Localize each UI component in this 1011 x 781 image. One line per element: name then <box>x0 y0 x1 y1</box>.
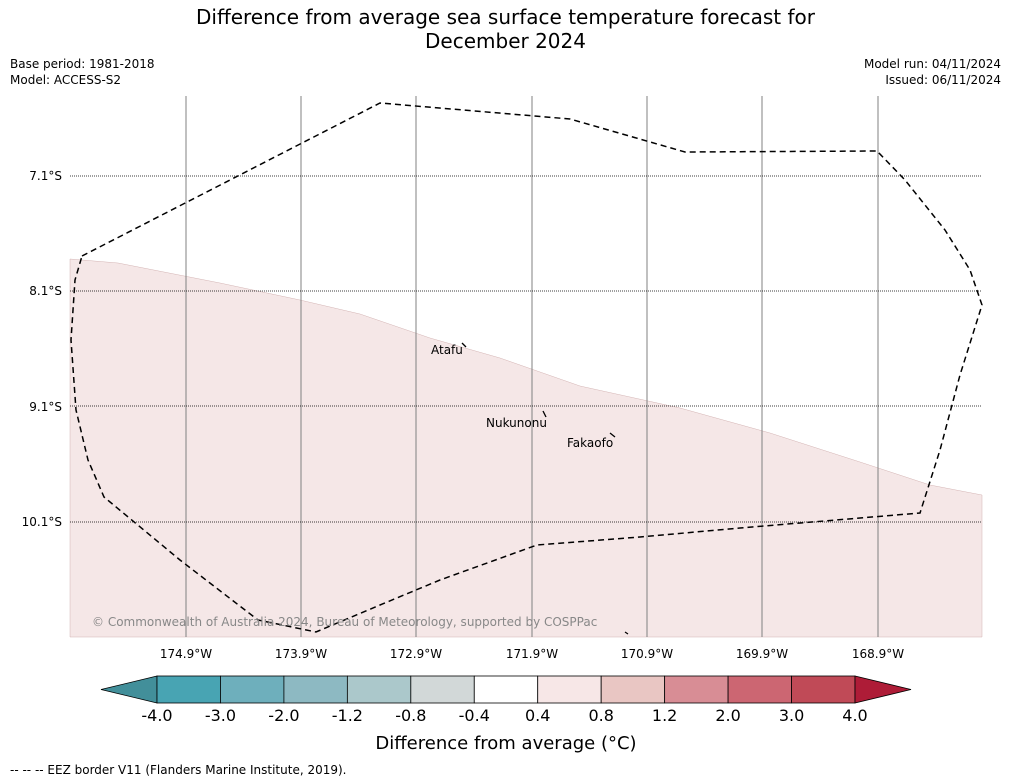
lon-label: 171.9°W <box>506 647 558 661</box>
colorbar-tick-label: 2.0 <box>715 706 740 725</box>
model-name: Model: ACCESS-S2 <box>10 73 122 87</box>
lat-label: 10.1°S <box>22 515 62 529</box>
colorbar-segment <box>727 675 792 704</box>
lon-label: 172.9°W <box>390 647 442 661</box>
lat-label: 8.1°S <box>29 284 62 298</box>
fakaofo-island-shape <box>609 432 616 438</box>
colorbar-extend-low <box>100 675 158 704</box>
islet-marker <box>624 631 629 635</box>
lon-label: 168.9°W <box>852 647 904 661</box>
nukunonu-island-shape <box>542 410 547 418</box>
meta-left: Base period: 1981-2018 Model: ACCESS-S2 <box>10 56 155 88</box>
eez-legend: -- -- -- EEZ border V11 (Flanders Marine… <box>10 763 347 777</box>
eez-border <box>70 102 983 633</box>
latitude-gridlines <box>70 175 982 523</box>
lon-label: 170.9°W <box>621 647 673 661</box>
island-label-fakaofo: Fakaofo <box>567 436 613 450</box>
copyright-text: © Commonwealth of Australia 2024, Bureau… <box>92 615 597 629</box>
title-line-1: Difference from average sea surface temp… <box>195 5 815 29</box>
colorbar-segment <box>473 675 539 704</box>
base-period: Base period: 1981-2018 <box>10 57 155 71</box>
island-label-nukunonu: Nukunonu <box>486 416 547 430</box>
issued-date: Issued: 06/11/2024 <box>885 73 1001 87</box>
meta-right: Model run: 04/11/2024 Issued: 06/11/2024 <box>864 56 1001 88</box>
colorbar-segment <box>537 675 602 704</box>
colorbar-segment <box>664 675 729 704</box>
lat-label: 9.1°S <box>29 400 62 414</box>
colorbar-tick-label: -2.0 <box>268 706 299 725</box>
colorbar-segment <box>220 675 285 704</box>
colorbar-tick-label: 4.0 <box>842 706 867 725</box>
colorbar-tick-label: 3.0 <box>779 706 804 725</box>
latitude-labels: 7.1°S 8.1°S 9.1°S 10.1°S <box>22 169 62 529</box>
lon-label: 174.9°W <box>160 647 212 661</box>
lon-label: 173.9°W <box>275 647 327 661</box>
longitude-labels: 174.9°W 173.9°W 172.9°W 171.9°W 170.9°W … <box>160 647 904 661</box>
anomaly-fill-region <box>69 258 983 638</box>
model-run: Model run: 04/11/2024 <box>863 57 1001 71</box>
colorbar-extend-high <box>854 675 912 704</box>
colorbar-tick-label: 0.4 <box>525 706 550 725</box>
colorbar-segment <box>410 675 475 704</box>
colorbar-tick-label: -4.0 <box>141 706 172 725</box>
atafu-island-shape <box>461 342 467 348</box>
colorbar-segment <box>600 675 666 704</box>
colorbar-tick-label: -0.4 <box>459 706 490 725</box>
colorbar-segment <box>791 675 856 704</box>
colorbar-tick-label: 1.2 <box>652 706 677 725</box>
title-line-2: December 2024 <box>425 29 586 53</box>
island-label-atafu: Atafu <box>431 343 463 357</box>
map-area: Atafu Nukunonu Fakaofo © Commonwealth of… <box>69 96 983 638</box>
colorbar-tick-label: -0.8 <box>395 706 426 725</box>
colorbar-segment <box>346 675 412 704</box>
colorbar-segment <box>283 675 348 704</box>
colorbar-tick-label: -3.0 <box>205 706 236 725</box>
lat-label: 7.1°S <box>29 169 62 183</box>
colorbar-tick-label: -1.2 <box>332 706 363 725</box>
colorbar-segment <box>156 675 221 704</box>
colorbar-label: Difference from average (°C) <box>375 733 636 754</box>
chart-title: Difference from average sea surface temp… <box>0 5 1011 53</box>
colorbar: -4.0 -3.0 -2.0 -1.2 -0.8 -0.4 0.4 0.8 1.2 2.0 3.0 4… <box>100 675 912 725</box>
lon-label: 169.9°W <box>736 647 788 661</box>
colorbar-tick-label: 0.8 <box>588 706 613 725</box>
